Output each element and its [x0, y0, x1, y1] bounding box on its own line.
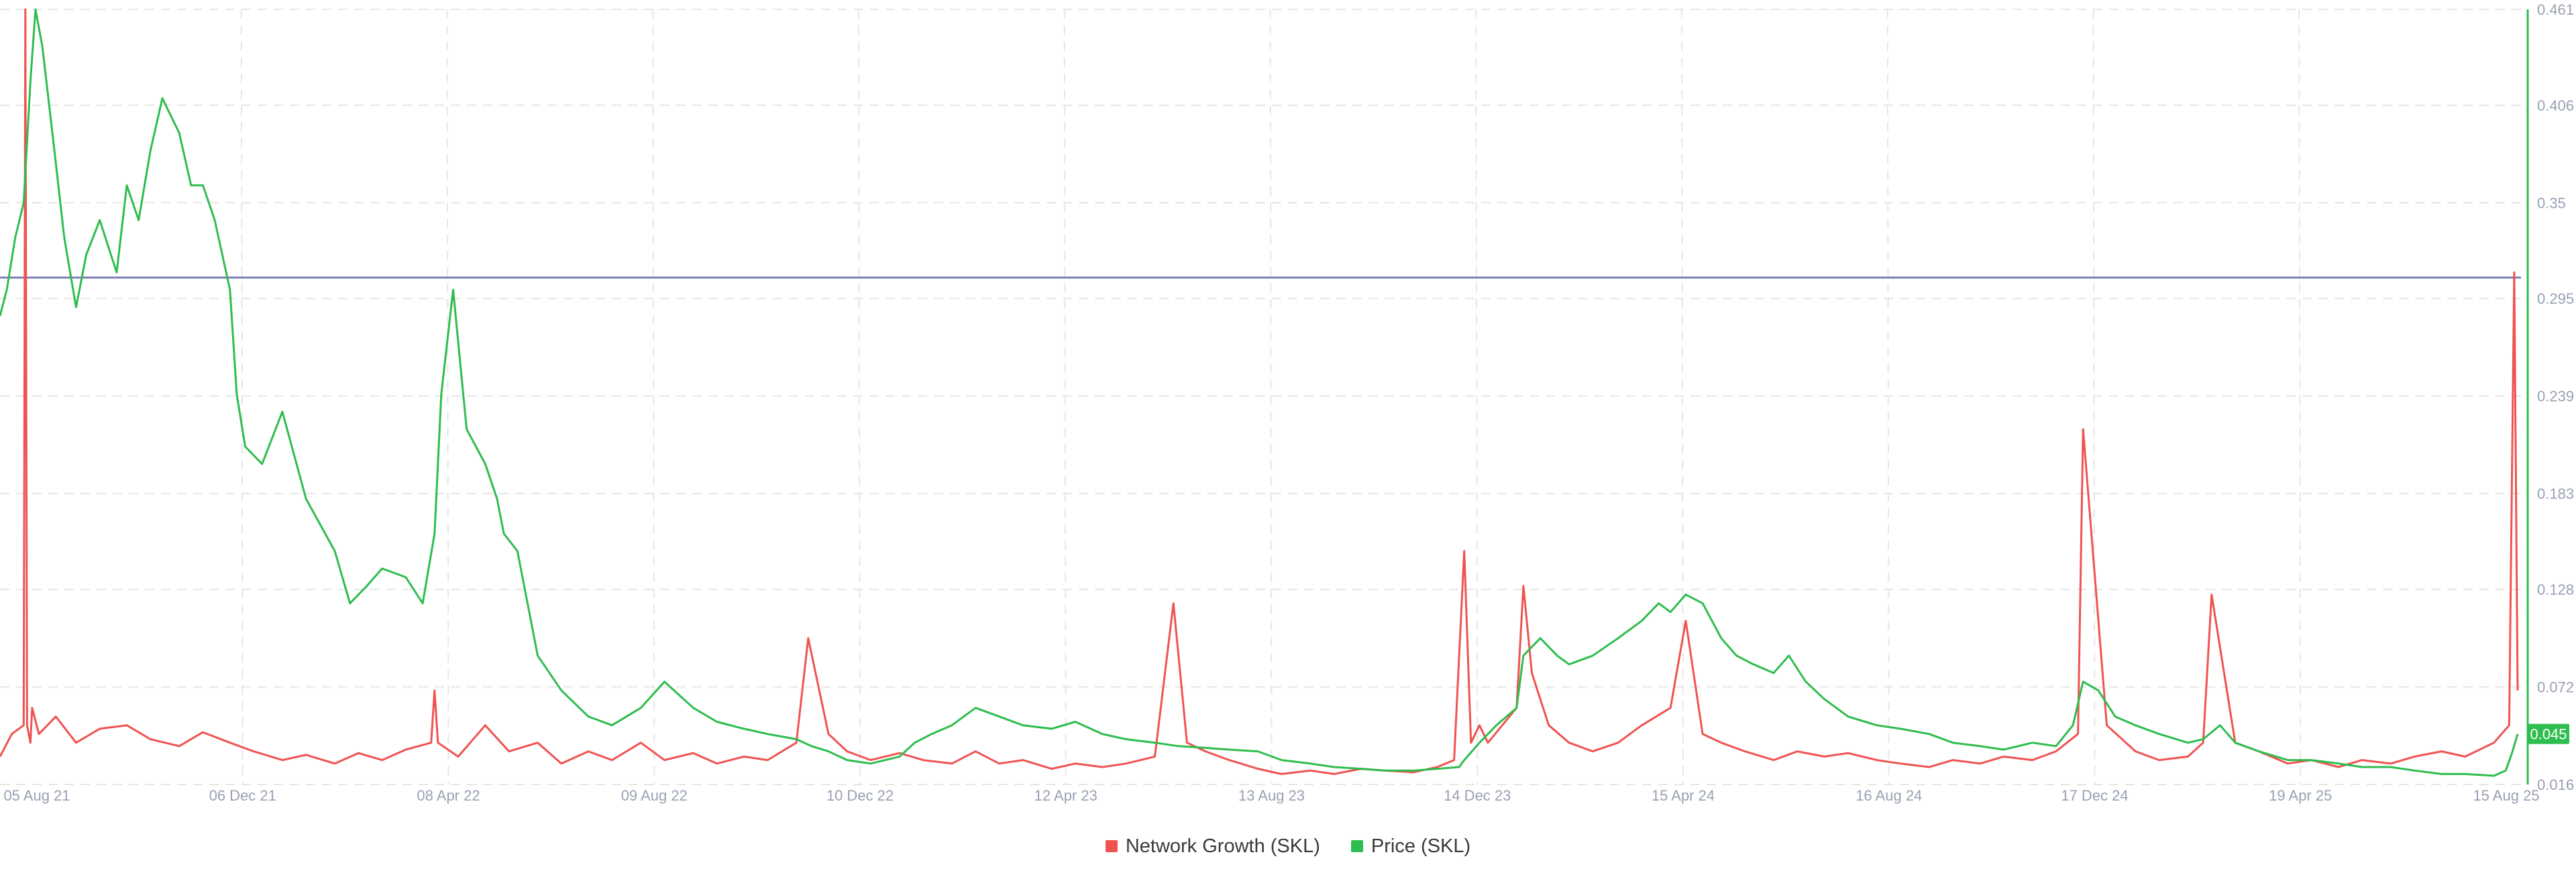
x-tick-label: 16 Aug 24	[1856, 787, 1922, 804]
grid-line-v	[1269, 9, 1273, 785]
y-tick-label: 0.461	[2537, 1, 2574, 18]
x-tick-label: 08 Apr 22	[417, 787, 480, 804]
grid-line-v	[446, 9, 449, 785]
y-tick-label: 0.35	[2537, 194, 2566, 211]
grid-line-v	[652, 9, 655, 785]
grid-line-v	[1886, 9, 1890, 785]
legend-item-network-growth[interactable]: Network Growth (SKL)	[1105, 835, 1320, 858]
legend-price-label: Price (SKL)	[1371, 835, 1471, 857]
series-layer	[0, 8, 2519, 777]
grid-line-v	[1681, 9, 1684, 785]
current-price-label: 0.045	[2528, 723, 2569, 744]
current-price-box	[2528, 723, 2569, 744]
y-tick-label: 0.183	[2537, 485, 2574, 502]
y-tick-label: 0.128	[2537, 581, 2574, 598]
grid-line-v	[2092, 9, 2096, 785]
y-tick-label: 0.239	[2537, 388, 2574, 405]
y-tick-label: 0.295	[2537, 290, 2574, 307]
x-tick-label: 06 Dec 21	[209, 787, 276, 804]
grid-line-v	[240, 9, 244, 785]
grid-line-v	[2298, 9, 2302, 785]
current-price-text: 0.045	[2530, 726, 2567, 743]
y-tick-label: 0.016	[2537, 776, 2574, 793]
y-tick-label: 0.406	[2537, 97, 2574, 114]
y-tick-label: 0.072	[2537, 679, 2574, 696]
x-tick-label: 14 Dec 23	[1444, 787, 1511, 804]
price-series-line	[0, 8, 2519, 777]
price-swatch	[1350, 840, 1363, 852]
legend-network-growth-label: Network Growth (SKL)	[1125, 835, 1320, 857]
grid	[0, 9, 2521, 785]
grid-line-v	[1475, 9, 1479, 785]
x-tick-label: 15 Aug 25	[2473, 787, 2539, 804]
network-growth-series-line	[0, 8, 2519, 775]
network-growth-swatch	[1105, 840, 1118, 852]
x-tick-label: 15 Apr 24	[1652, 787, 1715, 804]
x-tick-label: 12 Apr 23	[1034, 787, 1097, 804]
x-tick-label: 05 Aug 21	[3, 787, 70, 804]
x-tick-label: 13 Aug 23	[1238, 787, 1305, 804]
x-tick-label: 09 Aug 22	[621, 787, 688, 804]
chart-legend: Network Growth (SKL) Price (SKL)	[0, 826, 2576, 866]
x-tick-label: 17 Dec 24	[2061, 787, 2128, 804]
x-tick-label: 19 Apr 25	[2269, 787, 2332, 804]
axes: 0.016 0.072 0.128 0.183 0.239 0.295 0.35 0.406 0…	[3, 1, 2574, 804]
legend-item-price[interactable]: Price (SKL)	[1350, 835, 1471, 858]
grid-line-v	[858, 9, 861, 785]
grid-line-v	[1063, 9, 1067, 785]
x-tick-label: 10 Dec 22	[826, 787, 894, 804]
